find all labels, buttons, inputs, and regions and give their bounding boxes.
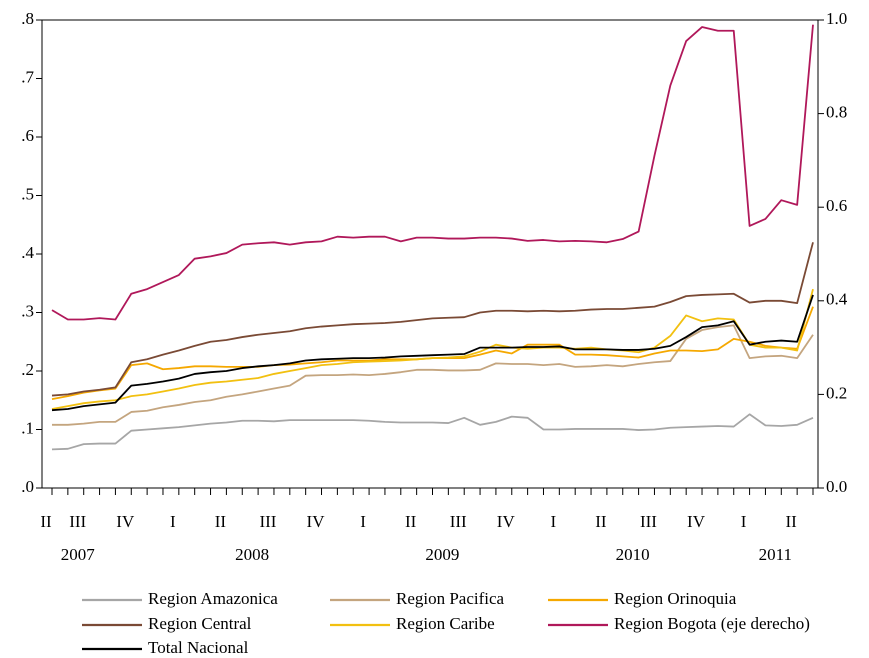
series-line — [51, 242, 814, 397]
y-tick-label: .4 — [21, 243, 34, 262]
series-line — [51, 288, 814, 410]
y2-tick-label: 1.0 — [826, 9, 847, 28]
x-tick-label: IV — [687, 512, 706, 531]
x-tick-label: IV — [116, 512, 135, 531]
y-tick-label: .8 — [21, 9, 34, 28]
series-line — [51, 413, 814, 451]
y2-tick-label: 0.2 — [826, 383, 847, 402]
year-label: 2009 — [425, 545, 459, 564]
series-line — [51, 24, 814, 321]
y2-tick-label: 0.8 — [826, 103, 847, 122]
x-tick-label: I — [550, 512, 556, 531]
y-tick-label: .0 — [21, 477, 34, 496]
legend-label: Region Central — [148, 614, 252, 633]
x-tick-label: III — [450, 512, 467, 531]
x-tick-label: I — [170, 512, 176, 531]
year-label: 2007 — [61, 545, 96, 564]
x-tick-label: II — [405, 512, 417, 531]
year-label: 2008 — [235, 545, 269, 564]
y-tick-label: .5 — [21, 184, 34, 203]
x-tick-label: II — [215, 512, 227, 531]
y-tick-label: .3 — [21, 301, 34, 320]
series-line — [51, 294, 814, 412]
x-tick-label: I — [741, 512, 747, 531]
y2-tick-label: 0.0 — [826, 477, 847, 496]
x-tick-label: IV — [497, 512, 516, 531]
y2-tick-label: 0.6 — [826, 196, 847, 215]
x-tick-label: II — [40, 512, 52, 531]
plot-frame — [41, 19, 819, 489]
legend-label: Region Amazonica — [148, 589, 278, 608]
y-tick-label: .1 — [21, 418, 34, 437]
x-tick-label: IV — [307, 512, 326, 531]
x-tick-label: III — [69, 512, 86, 531]
y-tick-label: .7 — [21, 67, 34, 86]
legend-label: Region Pacifica — [396, 589, 505, 608]
x-tick-label: III — [259, 512, 276, 531]
x-tick-label: II — [785, 512, 797, 531]
y-tick-label: .2 — [21, 360, 34, 379]
legend-label: Region Orinoquia — [614, 589, 737, 608]
series-line — [52, 324, 814, 426]
year-label: 2010 — [616, 545, 650, 564]
x-tick-label: III — [640, 512, 657, 531]
y-tick-label: .6 — [21, 126, 34, 145]
x-tick-label: II — [595, 512, 607, 531]
legend-label: Region Bogota (eje derecho) — [614, 614, 810, 633]
legend-label: Total Nacional — [148, 638, 249, 657]
legend-label: Region Caribe — [396, 614, 495, 633]
x-tick-label: I — [360, 512, 366, 531]
year-label: 2011 — [759, 545, 792, 564]
y2-tick-label: 0.4 — [826, 290, 848, 309]
